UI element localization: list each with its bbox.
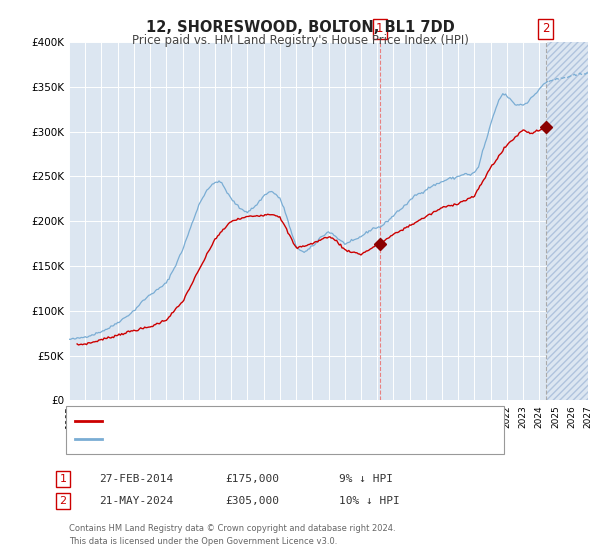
Text: £175,000: £175,000: [225, 474, 279, 484]
Text: 1: 1: [59, 474, 67, 484]
Text: 2: 2: [542, 22, 550, 35]
Text: 10% ↓ HPI: 10% ↓ HPI: [339, 496, 400, 506]
Text: HPI: Average price, detached house, Bolton: HPI: Average price, detached house, Bolt…: [108, 434, 335, 444]
Text: 2: 2: [59, 496, 67, 506]
Text: 9% ↓ HPI: 9% ↓ HPI: [339, 474, 393, 484]
Text: 27-FEB-2014: 27-FEB-2014: [99, 474, 173, 484]
Text: 12, SHORESWOOD, BOLTON, BL1 7DD (detached house): 12, SHORESWOOD, BOLTON, BL1 7DD (detache…: [108, 416, 401, 426]
Text: £305,000: £305,000: [225, 496, 279, 506]
Text: 12, SHORESWOOD, BOLTON, BL1 7DD: 12, SHORESWOOD, BOLTON, BL1 7DD: [146, 20, 454, 35]
Bar: [547, 42, 588, 400]
Bar: [547, 42, 588, 400]
Text: Contains HM Land Registry data © Crown copyright and database right 2024.
This d: Contains HM Land Registry data © Crown c…: [69, 524, 395, 546]
Text: 1: 1: [376, 22, 383, 35]
Text: Price paid vs. HM Land Registry's House Price Index (HPI): Price paid vs. HM Land Registry's House …: [131, 34, 469, 46]
Text: 21-MAY-2024: 21-MAY-2024: [99, 496, 173, 506]
